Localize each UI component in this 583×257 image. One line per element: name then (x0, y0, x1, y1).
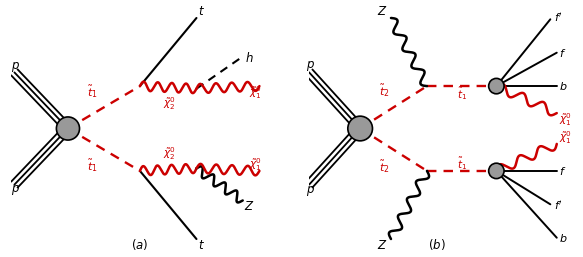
Ellipse shape (57, 117, 79, 140)
Ellipse shape (348, 116, 373, 141)
Text: $\tilde{\chi}^0_1$: $\tilde{\chi}^0_1$ (249, 84, 262, 101)
Text: $Z$: $Z$ (377, 5, 387, 18)
Text: $\tilde{t}_1$: $\tilde{t}_1$ (87, 83, 98, 100)
Text: $p$: $p$ (12, 60, 20, 74)
Text: $b$: $b$ (559, 80, 568, 92)
Text: $\tilde{\chi}^0_1$: $\tilde{\chi}^0_1$ (249, 156, 262, 173)
Text: $t$: $t$ (198, 5, 205, 18)
Text: $f'$: $f'$ (554, 12, 563, 24)
Ellipse shape (489, 78, 504, 94)
Text: $p$: $p$ (306, 185, 315, 198)
Text: $Z$: $Z$ (377, 239, 387, 252)
Text: $\tilde{t}_2$: $\tilde{t}_2$ (380, 158, 390, 175)
Ellipse shape (489, 163, 504, 179)
Text: $p$: $p$ (306, 59, 315, 72)
Text: $f$: $f$ (559, 47, 567, 59)
Text: $b$: $b$ (559, 232, 568, 244)
Text: $\tilde{t}_1$: $\tilde{t}_1$ (456, 155, 467, 172)
Text: $\tilde{\chi}^0_2$: $\tilde{\chi}^0_2$ (163, 95, 176, 112)
Text: $(a)$: $(a)$ (131, 237, 149, 252)
Text: $p$: $p$ (12, 183, 20, 197)
Text: $\tilde{\chi}^0_1$: $\tilde{\chi}^0_1$ (559, 129, 572, 146)
Text: $\tilde{\chi}^0_1$: $\tilde{\chi}^0_1$ (559, 111, 572, 128)
Text: $f$: $f$ (559, 165, 567, 177)
Text: $\tilde{t}_2$: $\tilde{t}_2$ (380, 82, 390, 99)
Text: $Z$: $Z$ (244, 200, 254, 213)
Text: $\tilde{t}_1$: $\tilde{t}_1$ (456, 85, 467, 102)
Text: $\tilde{t}_1$: $\tilde{t}_1$ (87, 157, 98, 174)
Text: $f'$: $f'$ (554, 199, 563, 212)
Text: $t$: $t$ (198, 239, 205, 252)
Text: $h$: $h$ (245, 51, 254, 65)
Text: $\tilde{\chi}^0_2$: $\tilde{\chi}^0_2$ (163, 145, 176, 162)
Text: $(b)$: $(b)$ (429, 237, 446, 252)
